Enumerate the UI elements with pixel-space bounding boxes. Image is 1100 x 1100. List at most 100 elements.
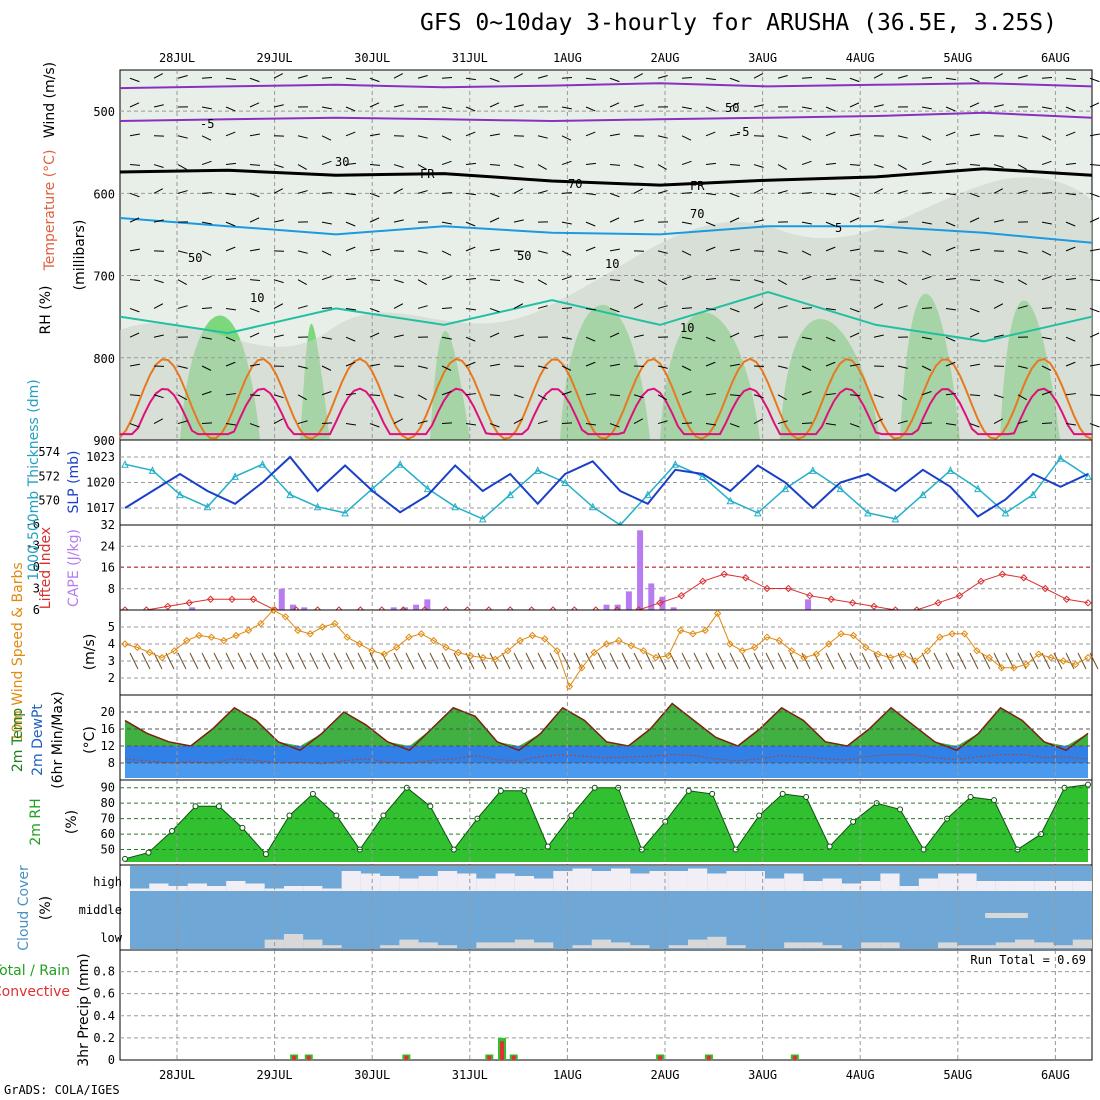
wind-barb <box>249 307 260 313</box>
wind-barb <box>753 164 764 168</box>
wind-barb <box>1065 246 1076 252</box>
rh-point <box>756 812 763 819</box>
wind-barb <box>585 393 596 396</box>
cloud-bar <box>995 942 1016 948</box>
wind-barb <box>321 192 333 194</box>
wind-barb <box>657 74 668 79</box>
cloud-bar <box>784 942 804 948</box>
surface-wind-barb <box>1089 652 1099 670</box>
cloud-bar <box>668 945 688 948</box>
wind-barb <box>345 246 356 252</box>
thickness-point <box>643 490 652 499</box>
wind-barb <box>969 332 980 338</box>
li-point <box>699 577 707 586</box>
cloud-bar <box>226 881 246 891</box>
thickness-point <box>286 490 294 499</box>
wind-barb <box>1017 250 1028 254</box>
wind-barb <box>681 307 693 309</box>
wind-barb <box>489 102 500 108</box>
wind-barb <box>921 250 932 256</box>
surface-wind-barb <box>945 652 955 670</box>
wind-barb <box>633 104 644 108</box>
cloud-bar <box>360 873 381 891</box>
wind-barb <box>681 422 693 425</box>
wind-speed-point <box>738 647 747 655</box>
wind-barb <box>825 221 836 227</box>
wind-barb <box>465 246 476 252</box>
wind-barb <box>705 307 716 311</box>
surface-wind-barb <box>525 652 535 670</box>
wind-barb <box>993 418 1004 424</box>
cloud-bar <box>976 945 996 948</box>
wind-barb <box>753 279 764 284</box>
wind-barb <box>225 106 236 112</box>
y-tick-label: 700 <box>93 270 115 284</box>
wind-speed-point <box>392 643 401 652</box>
chart-title: GFS 0~10day 3-hourly for ARUSHA (36.5E, … <box>420 10 1057 36</box>
wind-barb <box>801 77 813 79</box>
top-date-label: 3AUG <box>748 51 777 65</box>
surface-wind-barb <box>501 652 511 670</box>
bottom-date-label: 31JUL <box>452 1068 488 1082</box>
wind-barb <box>513 164 524 168</box>
wind-barb <box>1017 135 1028 139</box>
wind-barb <box>753 418 764 424</box>
cloud-bar <box>495 942 515 948</box>
surface-wind-barb <box>405 652 415 670</box>
wind-barb <box>273 279 284 284</box>
surface-wind-barb <box>369 652 379 670</box>
wind-barb <box>873 73 884 79</box>
wind-speed-point <box>726 640 734 648</box>
rh-point <box>497 787 504 794</box>
rh-point <box>709 790 716 797</box>
li-tick-label: 6 <box>33 603 40 617</box>
wind-barb <box>729 307 740 313</box>
wind-barb <box>345 221 356 227</box>
wind-barb <box>657 420 668 425</box>
wind-barb <box>393 164 404 168</box>
wind-barb <box>489 133 500 137</box>
li-axis-label: Lifted Index <box>38 527 54 609</box>
wind-barb <box>585 221 596 227</box>
wind-barb <box>465 307 476 311</box>
thickness-point <box>588 502 597 511</box>
li-point <box>870 602 878 611</box>
cloud-bar <box>322 945 342 948</box>
wind-barb <box>801 160 812 166</box>
wind-speed-point <box>244 626 253 635</box>
isotherm-line <box>119 290 1093 343</box>
wind-barb <box>753 219 764 223</box>
wind-barb <box>1065 221 1076 227</box>
wind-barb <box>129 192 140 198</box>
wind-barb <box>969 164 981 166</box>
wind-barb <box>465 361 476 367</box>
wind-barb <box>633 279 644 284</box>
wind-tick-label: 4 <box>108 637 115 651</box>
wind-barb <box>705 393 716 396</box>
surface-wind-barb <box>537 652 547 670</box>
wind-barb <box>609 332 620 338</box>
isotherm-line <box>119 111 1093 123</box>
cloud-bar <box>995 881 1016 891</box>
wind-speed-point <box>170 647 179 655</box>
thickness-point <box>561 478 570 486</box>
li-point <box>656 599 664 607</box>
wind-barb <box>225 307 236 311</box>
wind-barb <box>1041 192 1053 194</box>
thickness-point <box>754 508 762 517</box>
wind-barb <box>369 102 380 108</box>
wind-barb <box>777 250 788 254</box>
rh-point <box>991 797 998 804</box>
wind-barb <box>177 250 188 254</box>
cloud-bar <box>764 878 785 891</box>
wind-barb <box>225 162 236 166</box>
thickness-point <box>148 466 157 474</box>
temp-tick-label: 20 <box>101 705 115 719</box>
wind-speed-point <box>763 633 771 641</box>
wind-barb <box>657 135 668 139</box>
wind-barb <box>969 77 980 83</box>
wind-barb <box>465 192 476 196</box>
wind-barb <box>249 394 261 397</box>
rh-point <box>544 843 551 850</box>
